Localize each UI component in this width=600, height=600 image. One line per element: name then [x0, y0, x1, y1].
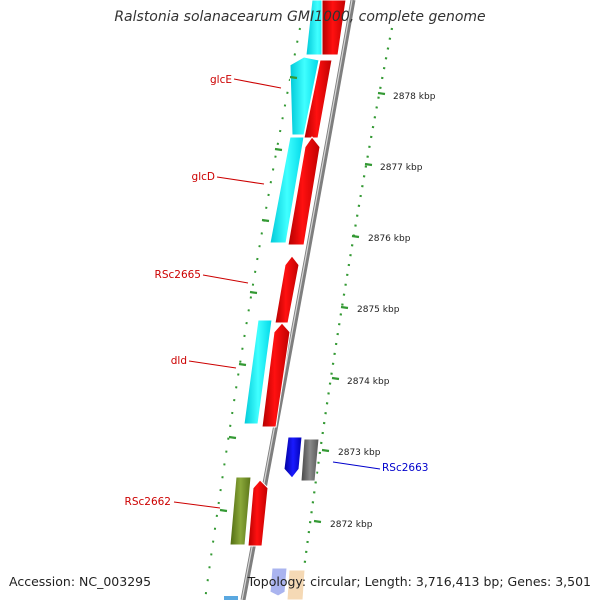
inner-tick [249, 290, 258, 295]
gene-RSc2665-forward [274, 255, 300, 324]
ruler-label-2875: 2875 kbp [357, 305, 400, 315]
gene-label-glcE: glcE [210, 74, 232, 86]
gene-dld-reverse [243, 319, 273, 425]
inner-tick [228, 435, 237, 440]
ruler-tick-2873 [321, 448, 330, 453]
ruler-label-2877: 2877 kbp [380, 163, 423, 173]
inner-tick [261, 218, 270, 223]
gene-label-RSc2663: RSc2663 [382, 462, 428, 474]
ruler-tick-2878 [377, 91, 386, 96]
gene-label-glcD: glcD [192, 171, 215, 183]
gene-faint-blue [269, 567, 288, 597]
ruler-label-2872: 2872 kbp [330, 520, 373, 530]
ruler-tick-2874 [331, 376, 340, 381]
ruler-label-2876: 2876 kbp [368, 234, 411, 244]
ruler-tick-2872 [313, 519, 322, 524]
ruler-tick-2876 [351, 234, 360, 239]
genome-summary-label: Topology: circular; Length: 3,716,413 bp… [247, 574, 591, 589]
connector-RSc2663 [332, 461, 381, 470]
gene-glcE-forward [303, 59, 333, 139]
ruler-label-2873: 2873 kbp [338, 448, 381, 458]
gene-glcE-reverse [289, 56, 320, 136]
inner-tick [238, 362, 247, 367]
gene-label-RSc2665: RSc2665 [155, 269, 201, 281]
gene-glcD-forward [287, 136, 321, 246]
connector-glcE [233, 78, 282, 89]
ruler-label-2874: 2874 kbp [347, 377, 390, 387]
gene-RSc2662-olive [229, 476, 252, 546]
gene-dld-forward [261, 322, 291, 428]
gene-RSc2662-forward [247, 479, 269, 547]
ruler-tick-2875 [340, 305, 349, 310]
connector-glcD [216, 176, 265, 185]
inner-tick [219, 508, 228, 513]
gene-label-RSc2662: RSc2662 [125, 496, 171, 508]
gene-RSc2663-blue [283, 436, 303, 479]
connector-RSc2665 [202, 274, 249, 284]
gene-glcD-reverse [269, 136, 305, 244]
ruler-label-2878: 2878 kbp [393, 92, 436, 102]
gene-gray [300, 438, 320, 482]
inner-dashed-ring [204, 27, 301, 600]
connector-dld [188, 360, 237, 369]
inner-tick [289, 75, 298, 80]
gene-forward-top [321, 0, 347, 56]
connector-RSc2662 [173, 501, 221, 509]
gene-faint-lightblue [224, 596, 238, 600]
map-title: Ralstonia solanacearum GMI1000, complete… [114, 9, 486, 25]
accession-label: Accession: NC_003295 [9, 574, 152, 589]
gene-faint-orange [286, 569, 306, 600]
inner-tick [274, 147, 283, 152]
ruler-tick-2877 [364, 162, 373, 167]
gene-label-dld: dld [171, 355, 187, 367]
